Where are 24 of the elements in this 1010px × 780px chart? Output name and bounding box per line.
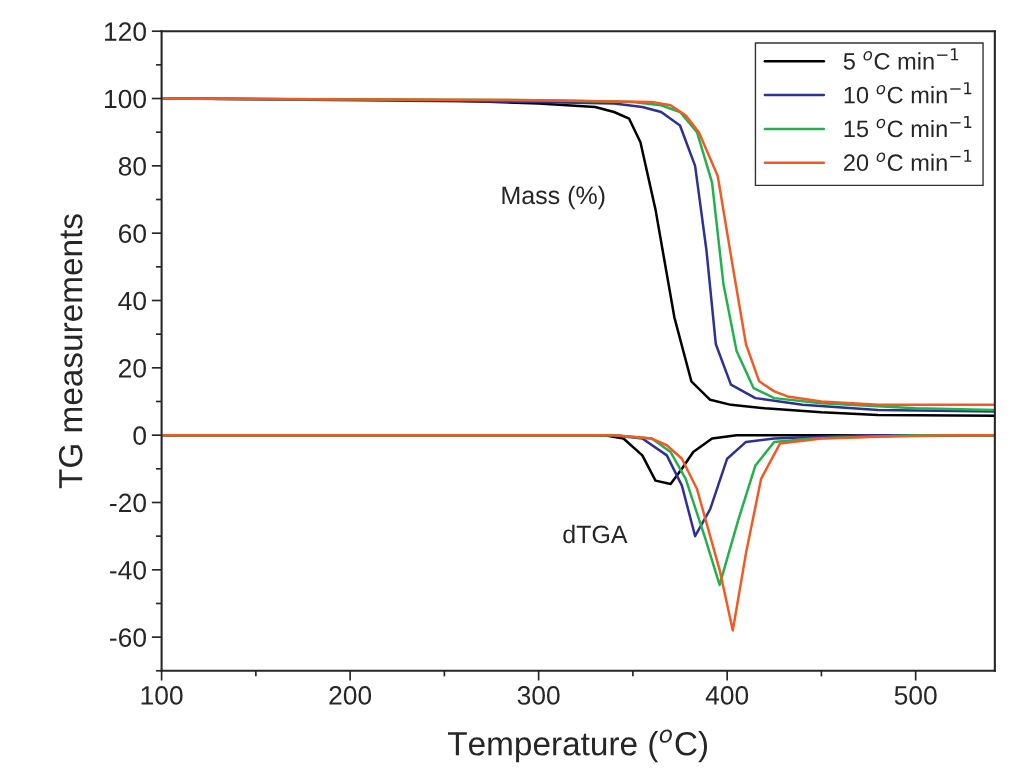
y-tick-label: 40 [118,291,146,311]
y-tick-label: 120 [105,22,146,42]
y-tick-label: 20 [118,358,146,378]
legend-label: 10 $^{o}$C min$^{−1}$ [844,82,972,104]
x-axis-title: Temperature ($^{o}$C) [447,729,708,763]
x-tick-label: 100 [141,686,183,705]
y-tick-label: 0 [133,426,146,445]
legend-label: 20 $^{o}$C min$^{−1}$ [843,149,972,172]
x-tick-label: 500 [894,686,937,705]
y-tick-label: 60 [119,224,146,243]
x-tick-label: 300 [517,686,560,705]
y-axis-title: TG measurements [58,214,83,489]
x-tick-label: 200 [329,686,372,705]
y-tick-label: -40 [110,560,146,580]
y-tick-label: 100 [105,89,146,109]
x-tick-label: 400 [705,686,749,705]
y-tick-label: -20 [110,493,146,513]
annotation: dTGA [563,524,628,544]
y-tick-label: 80 [118,156,146,176]
annotation: Mass (%) [502,185,605,210]
legend-label: 15 $^{o}$C min$^{−1}$ [844,115,972,138]
line-series [161,433,995,632]
y-tick-label: -60 [110,628,146,647]
legend-label: 5 $^{o}$C min$^{−1}$ [843,48,959,70]
